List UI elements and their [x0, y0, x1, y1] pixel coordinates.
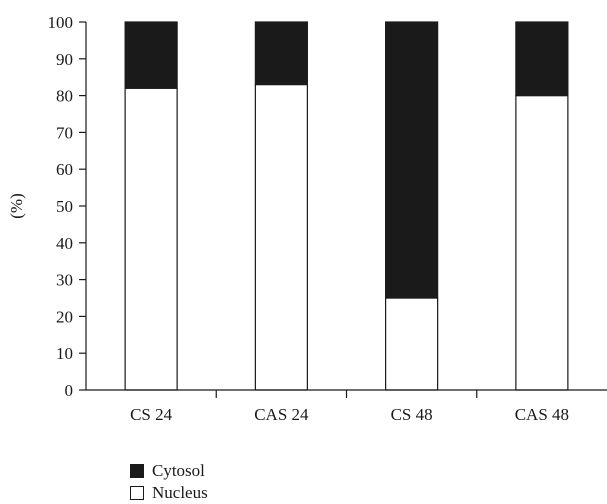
- y-tick-label-70: 70: [56, 123, 73, 142]
- y-tick-label-80: 80: [56, 87, 73, 106]
- y-axis-label: (%): [7, 193, 26, 218]
- x-tick-label-cs-24: CS 24: [130, 405, 173, 424]
- y-tick-label-20: 20: [56, 307, 73, 326]
- legend-label-nucleus: Nucleus: [152, 483, 208, 502]
- y-tick-label-60: 60: [56, 160, 73, 179]
- bar-nucleus-cs-24: [124, 87, 178, 391]
- x-axis-ticks: CS 24 CAS 24 CS 48 CAS 48: [130, 390, 569, 424]
- legend-swatch-nucleus: [130, 486, 144, 500]
- y-tick-label-30: 30: [56, 271, 73, 290]
- bar-nucleus-cas-24: [254, 83, 308, 391]
- y-tick-label-50: 50: [56, 197, 73, 216]
- legend-item-nucleus: Nucleus: [130, 482, 208, 504]
- bar-cytosol-cas-48: [515, 21, 569, 97]
- legend-item-cytosol: Cytosol: [130, 460, 208, 482]
- bar-cytosol-cs-24: [124, 21, 178, 89]
- bars: [124, 21, 569, 391]
- x-tick-label-cs-48: CS 48: [391, 405, 433, 424]
- y-axis-ticks: 0 10 20 30 40 50 60 70 80 90 100: [48, 13, 86, 400]
- bar-nucleus-cas-48: [515, 94, 569, 391]
- legend: Cytosol Nucleus: [130, 460, 208, 504]
- x-tick-label-cas-48: CAS 48: [515, 405, 569, 424]
- y-tick-label-100: 100: [48, 13, 74, 32]
- y-tick-label-0: 0: [65, 381, 74, 400]
- y-tick-label-40: 40: [56, 234, 73, 253]
- y-tick-label-10: 10: [56, 344, 73, 363]
- y-tick-label-90: 90: [56, 50, 73, 69]
- x-tick-label-cas-24: CAS 24: [254, 405, 309, 424]
- legend-label-cytosol: Cytosol: [152, 461, 205, 480]
- legend-swatch-cytosol: [130, 464, 144, 478]
- bar-nucleus-cs-48: [385, 297, 439, 391]
- bar-cytosol-cas-24: [254, 21, 308, 86]
- bar-cytosol-cs-48: [385, 21, 439, 299]
